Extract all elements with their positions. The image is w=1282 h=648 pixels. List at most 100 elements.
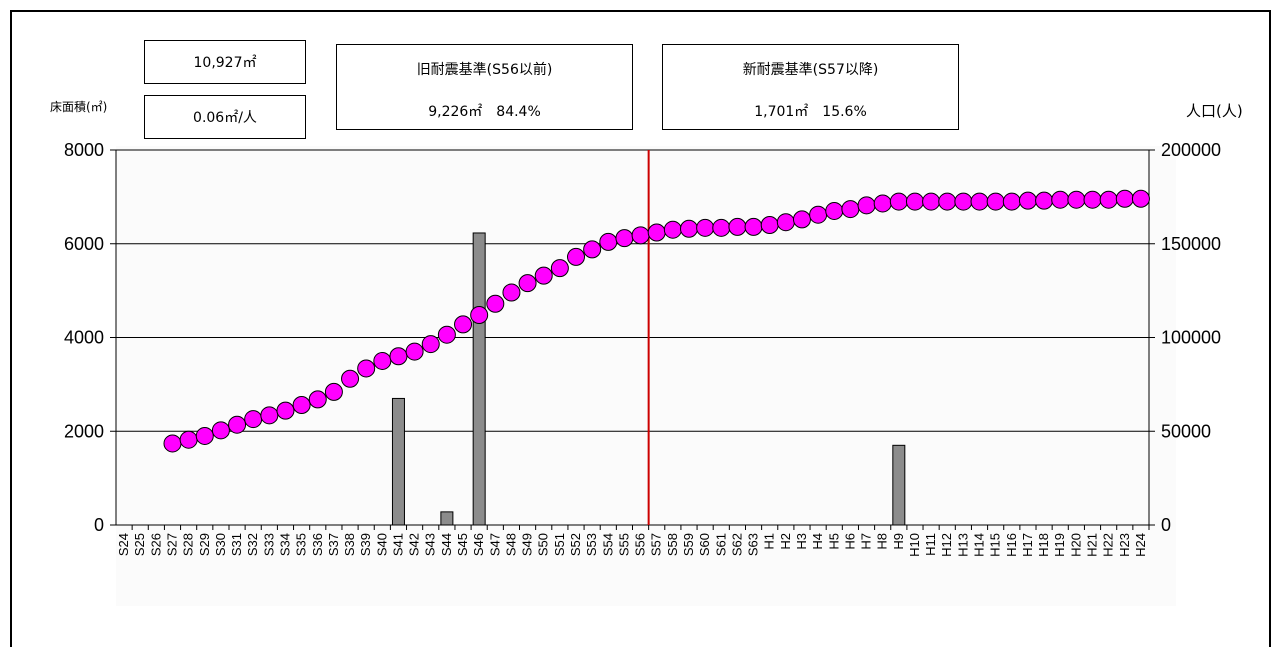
- right-tick-label: 0: [1161, 515, 1171, 535]
- population-point: [502, 283, 521, 302]
- population-point: [1083, 190, 1102, 209]
- population-point: [211, 421, 230, 440]
- x-tick-label: S61: [713, 533, 728, 556]
- x-tick-label: S29: [197, 533, 212, 556]
- old-standard-title: 旧耐震基準(S56以前): [416, 62, 553, 78]
- x-tick-label: S27: [164, 533, 179, 556]
- x-tick-label: S43: [423, 533, 438, 556]
- x-tick-label: S46: [471, 533, 486, 556]
- x-tick-label: S38: [342, 533, 357, 556]
- population-point: [437, 325, 456, 344]
- population-point: [195, 426, 214, 445]
- right-tick-label: 100000: [1161, 328, 1221, 348]
- x-tick-label: S47: [487, 533, 502, 556]
- x-tick-label: S49: [520, 533, 535, 556]
- x-tick-label: H7: [859, 533, 874, 550]
- x-tick-label: H13: [955, 533, 970, 557]
- population-point: [470, 306, 489, 324]
- right-tick-label: 150000: [1161, 234, 1221, 254]
- population-point: [389, 347, 408, 366]
- population-point: [970, 192, 989, 211]
- x-tick-label: S59: [681, 533, 696, 556]
- x-tick-label: S57: [649, 533, 664, 556]
- new-standard-box: 新耐震基準(S57以降) 1,701㎡ 15.6%: [662, 44, 959, 130]
- left-tick-label: 8000: [64, 140, 104, 160]
- total-area-box: 10,927㎡: [144, 40, 306, 84]
- x-tick-label: H21: [1085, 533, 1100, 557]
- x-tick-label: S40: [374, 533, 389, 556]
- population-point: [776, 213, 795, 232]
- x-tick-label: H20: [1068, 533, 1083, 557]
- population-point: [825, 201, 844, 220]
- population-point: [615, 229, 634, 248]
- population-point: [954, 192, 973, 211]
- x-tick-label: H11: [923, 533, 938, 556]
- population-point: [583, 240, 602, 259]
- x-tick-label: S33: [261, 533, 276, 556]
- x-tick-label: S30: [213, 533, 228, 556]
- floor-area-bar: [892, 444, 906, 526]
- left-tick-label: 0: [94, 515, 104, 535]
- x-tick-label: H14: [972, 533, 987, 557]
- population-point: [922, 192, 941, 211]
- x-tick-label: H17: [1020, 533, 1035, 557]
- x-tick-label: S41: [390, 533, 405, 556]
- population-point: [905, 192, 924, 211]
- floor-area-bar: [472, 232, 486, 526]
- x-tick-label: S60: [697, 533, 712, 556]
- population-point: [631, 226, 650, 245]
- population-point: [324, 382, 343, 401]
- left-tick-label: 2000: [64, 421, 104, 441]
- population-point: [550, 259, 569, 278]
- population-point: [1131, 189, 1150, 208]
- population-point: [486, 294, 505, 313]
- population-point: [1018, 191, 1037, 210]
- population-point: [873, 194, 892, 213]
- x-tick-label: S31: [229, 533, 244, 556]
- population-point: [518, 274, 537, 293]
- x-tick-label: S34: [277, 533, 292, 556]
- population-point: [841, 200, 860, 219]
- population-point: [405, 342, 424, 361]
- x-tick-label: S56: [633, 533, 648, 556]
- population-point: [599, 232, 618, 251]
- x-tick-label: S58: [665, 533, 680, 556]
- x-tick-label: H23: [1117, 533, 1132, 557]
- population-point: [663, 220, 682, 239]
- population-point: [341, 369, 360, 388]
- right-tick-label: 200000: [1161, 140, 1221, 160]
- x-tick-label: S28: [181, 533, 196, 556]
- population-point: [744, 217, 763, 236]
- x-tick-label: S62: [729, 533, 744, 556]
- floor-area-axis-label: 床面積(㎡): [50, 100, 108, 114]
- x-tick-label: S63: [746, 533, 761, 556]
- x-tick-label: H9: [891, 533, 906, 550]
- x-tick-label: H18: [1036, 533, 1051, 557]
- new-standard-value: 1,701㎡ 15.6%: [754, 104, 867, 120]
- population-point: [986, 192, 1005, 211]
- x-tick-label: S35: [294, 533, 309, 556]
- x-tick-label: S50: [536, 533, 551, 556]
- plot-background: [116, 146, 1176, 606]
- population-point: [809, 205, 828, 224]
- left-tick-label: 6000: [64, 234, 104, 254]
- x-tick-label: H24: [1133, 533, 1148, 557]
- population-point: [760, 216, 779, 234]
- x-tick-label: S24: [116, 533, 131, 556]
- new-standard-title: 新耐震基準(S57以降): [742, 62, 879, 78]
- population-point: [534, 266, 553, 285]
- x-tick-label: H5: [826, 533, 841, 550]
- x-tick-label: H22: [1101, 533, 1116, 557]
- population-point: [1067, 190, 1086, 209]
- population-point: [1051, 190, 1070, 209]
- x-tick-label: S37: [326, 533, 341, 556]
- total-area-value: 10,927㎡: [193, 55, 257, 71]
- x-tick-label: S53: [584, 533, 599, 556]
- population-point: [1002, 192, 1021, 211]
- x-tick-label: S54: [600, 533, 615, 556]
- per-capita-box: 0.06㎡/人: [144, 95, 306, 139]
- x-tick-label: S55: [616, 533, 631, 556]
- population-point: [696, 218, 715, 237]
- population-point: [276, 401, 295, 420]
- x-tick-label: S52: [568, 533, 583, 556]
